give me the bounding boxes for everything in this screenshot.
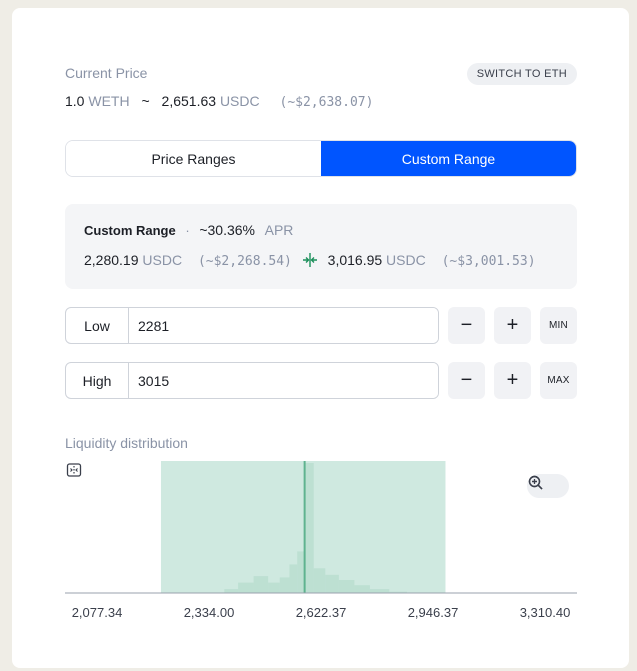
low-price-input[interactable]	[129, 308, 438, 343]
liquidity-bar	[253, 576, 269, 593]
range-arrows-icon	[302, 253, 317, 267]
liquidity-chart[interactable]: 2,077.34 2,334.00 2,622.37 2,946.37 3,310.40	[65, 461, 577, 626]
x-tick-label: 3,310.40	[519, 605, 571, 620]
high-usd: (~$3,001.53)	[441, 254, 536, 269]
liquidity-bar	[279, 577, 290, 593]
approx-separator: ~	[141, 93, 150, 109]
dot-separator: ·	[185, 223, 190, 238]
liquidity-bar	[313, 568, 326, 593]
x-tick-label: 2,946.37	[407, 605, 459, 620]
liquidity-bar	[297, 551, 304, 593]
low-increment-button[interactable]: +	[494, 307, 531, 344]
x-tick-label: 2,334.00	[183, 605, 235, 620]
liquidity-bar	[224, 589, 239, 593]
max-button[interactable]: MAX	[540, 362, 577, 399]
range-summary-panel: Custom Range · ~30.36% APR 2,280.19 USDC…	[65, 204, 577, 289]
low-price-group: Low	[65, 307, 439, 344]
base-unit: WETH	[88, 93, 130, 109]
liquidity-range-card: Current Price SWITCH TO ETH 1.0 WETH ~ 2…	[12, 8, 629, 668]
zoom-controls	[527, 474, 569, 498]
high-price-group: High	[65, 362, 439, 399]
high-amount: 3,016.95	[327, 252, 383, 268]
current-price-header: Current Price SWITCH TO ETH	[65, 63, 577, 85]
expand-icon[interactable]	[65, 461, 83, 479]
x-tick-label: 2,622.37	[295, 605, 347, 620]
liquidity-bar	[338, 580, 355, 593]
current-price-label: Current Price	[65, 65, 148, 81]
range-summary-values: 2,280.19 USDC (~$2,268.54) 3,016.95 USDC…	[84, 252, 536, 269]
quote-unit: USDC	[219, 93, 260, 109]
high-unit: USDC	[386, 252, 426, 268]
liquidity-bar	[325, 574, 339, 593]
low-price-row: Low − + MIN	[65, 307, 577, 344]
base-amount: 1.0	[65, 93, 85, 109]
zoom-in-icon[interactable]	[527, 474, 544, 491]
apr-value: ~30.36%	[199, 222, 255, 238]
tab-custom-range[interactable]: Custom Range	[321, 141, 576, 176]
high-decrement-button[interactable]: −	[448, 362, 485, 399]
range-mode-tabs: Price Ranges Custom Range	[65, 140, 577, 177]
high-price-row: High − + MAX	[65, 362, 577, 399]
switch-to-eth-button[interactable]: SWITCH TO ETH	[466, 63, 577, 85]
quote-amount: 2,651.63	[161, 93, 217, 109]
liquidity-bar	[369, 589, 390, 593]
tab-price-ranges[interactable]: Price Ranges	[66, 141, 321, 176]
low-usd: (~$2,268.54)	[197, 254, 292, 269]
liquidity-distribution-label: Liquidity distribution	[65, 435, 188, 451]
high-increment-button[interactable]: +	[494, 362, 531, 399]
liquidity-bar	[303, 463, 314, 593]
low-price-label: Low	[66, 308, 129, 343]
liquidity-bar	[354, 585, 370, 593]
liquidity-bar	[238, 582, 254, 593]
liquidity-bar	[268, 582, 280, 593]
current-price-value: 1.0 WETH ~ 2,651.63 USDC (~$2,638.07)	[65, 93, 373, 110]
liquidity-chart-svg	[65, 461, 577, 594]
liquidity-bar	[289, 564, 298, 593]
low-decrement-button[interactable]: −	[448, 307, 485, 344]
high-price-input[interactable]	[129, 363, 438, 398]
high-price-label: High	[66, 363, 129, 398]
liquidity-bar	[389, 591, 407, 593]
apr-label: APR	[264, 222, 294, 238]
min-button[interactable]: MIN	[540, 307, 577, 344]
x-tick-label: 2,077.34	[71, 605, 123, 620]
usd-value: (~$2,638.07)	[279, 95, 374, 110]
low-amount: 2,280.19	[84, 252, 139, 268]
range-summary-title: Custom Range	[84, 223, 176, 238]
low-unit: USDC	[142, 252, 183, 268]
range-summary-title-row: Custom Range · ~30.36% APR	[84, 222, 293, 238]
